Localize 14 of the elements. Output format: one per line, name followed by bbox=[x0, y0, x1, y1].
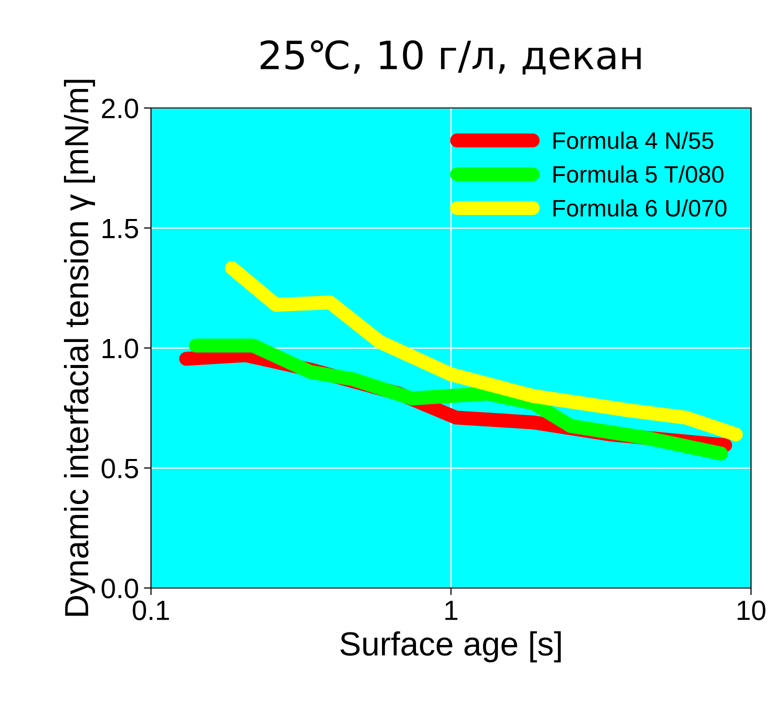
chart-title: 25℃, 10 г/л, декан bbox=[260, 40, 641, 74]
y-tick-label: 0.0 bbox=[102, 578, 138, 598]
x-tick-label: 1 bbox=[445, 600, 458, 620]
y-tick-label: 2.0 bbox=[102, 98, 138, 118]
x-tick-label: 10 bbox=[738, 600, 766, 620]
legend-label: Formula 4 N/55 bbox=[553, 132, 714, 149]
legend-label: Formula 5 T/080 bbox=[553, 165, 724, 183]
x-axis-title: Surface age [s] bbox=[340, 631, 561, 662]
y-tick-label: 1.5 bbox=[102, 218, 138, 238]
x-tick-label: 0.1 bbox=[132, 600, 169, 620]
y-axis-title: Dynamic interfacial tension γ [mN/m] bbox=[64, 80, 96, 616]
y-tick-label: 1.0 bbox=[102, 338, 138, 358]
legend-label: Formula 6 U/070 bbox=[553, 199, 726, 217]
y-tick-label: 0.5 bbox=[102, 458, 138, 478]
